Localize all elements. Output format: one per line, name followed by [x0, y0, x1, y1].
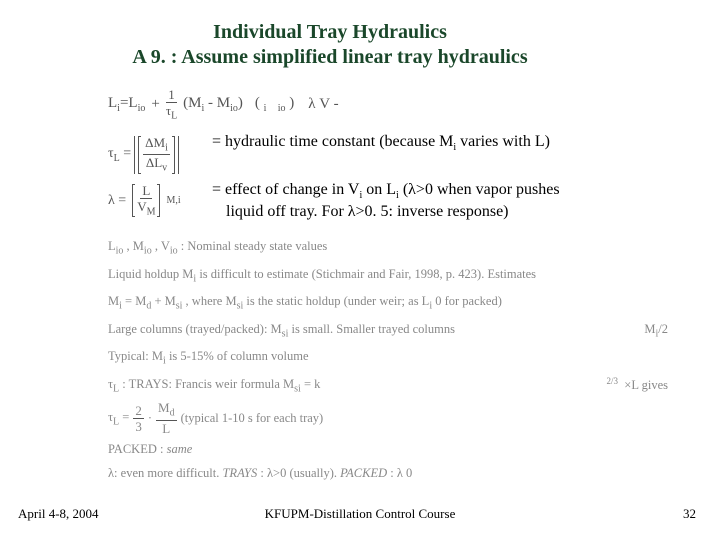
eq-plus: + — [151, 96, 159, 113]
note-line-1: Lio , Mio , Vio : Nominal steady state v… — [108, 236, 668, 260]
title-line-2: A 9. : Assume simplified linear tray hyd… — [132, 46, 527, 68]
slide-footer: April 4-8, 2004 KFUPM-Distillation Contr… — [0, 506, 720, 522]
def-lambda-symbol: λ = L VM M,i — [108, 180, 212, 218]
frac-den: τL — [166, 103, 177, 122]
note-line-7: τL = 23 · MdL (typical 1-10 s for each t… — [108, 401, 668, 435]
footer-page-number: 32 — [683, 506, 696, 522]
definition-tau: τL = ΔMi ΔLv = hydraulic time constant (… — [108, 132, 668, 174]
notes-block: Lio , Mio , Vio : Nominal steady state v… — [108, 236, 668, 483]
eq-parens-2: ( i io ) — [255, 95, 294, 114]
note-line-3: Mi = Md + Msi , where Msi is the static … — [108, 291, 668, 315]
note-line-5: Typical: Mi is 5-15% of column volume — [108, 346, 668, 370]
note-line-9: λ: even more difficult. TRAYS : λ>0 (usu… — [108, 463, 668, 483]
frac-num: 1 — [166, 88, 177, 103]
def-lambda-text: = effect of change in Vi on Li (λ>0 when… — [212, 180, 560, 223]
content-block: Li=Lio + 1 τL (Mi - Mio) ( i io ) λ V - … — [108, 88, 668, 222]
note-line-6: τL : TRAYS: Francis weir formula Msi = k… — [108, 374, 668, 398]
slide: Individual Tray Hydraulics A 9. : Assume… — [0, 0, 720, 540]
eq-term: Li=Lio — [108, 95, 145, 114]
equation-main: Li=Lio + 1 τL (Mi - Mio) ( i io ) λ V - — [108, 88, 668, 122]
eq-tail: λ V - — [308, 96, 338, 113]
slide-title: Individual Tray Hydraulics A 9. : Assume… — [0, 20, 720, 70]
note-line-8: PACKED : same — [108, 439, 668, 459]
eq-fraction: 1 τL — [166, 88, 177, 122]
def-tau-text: = hydraulic time constant (because Mi va… — [212, 132, 550, 155]
note-line-4: Large columns (trayed/packed): Msi is sm… — [108, 319, 668, 343]
definition-lambda: λ = L VM M,i = effect of change in Vi on… — [108, 180, 668, 223]
footer-date: April 4-8, 2004 — [18, 506, 99, 522]
note-line-2: Liquid holdup Mi is difficult to estimat… — [108, 264, 668, 288]
footer-course: KFUPM-Distillation Control Course — [265, 506, 456, 522]
def-tau-symbol: τL = ΔMi ΔLv — [108, 132, 212, 174]
eq-parens: (Mi - Mio) — [183, 95, 243, 114]
title-line-1: Individual Tray Hydraulics — [213, 21, 447, 43]
